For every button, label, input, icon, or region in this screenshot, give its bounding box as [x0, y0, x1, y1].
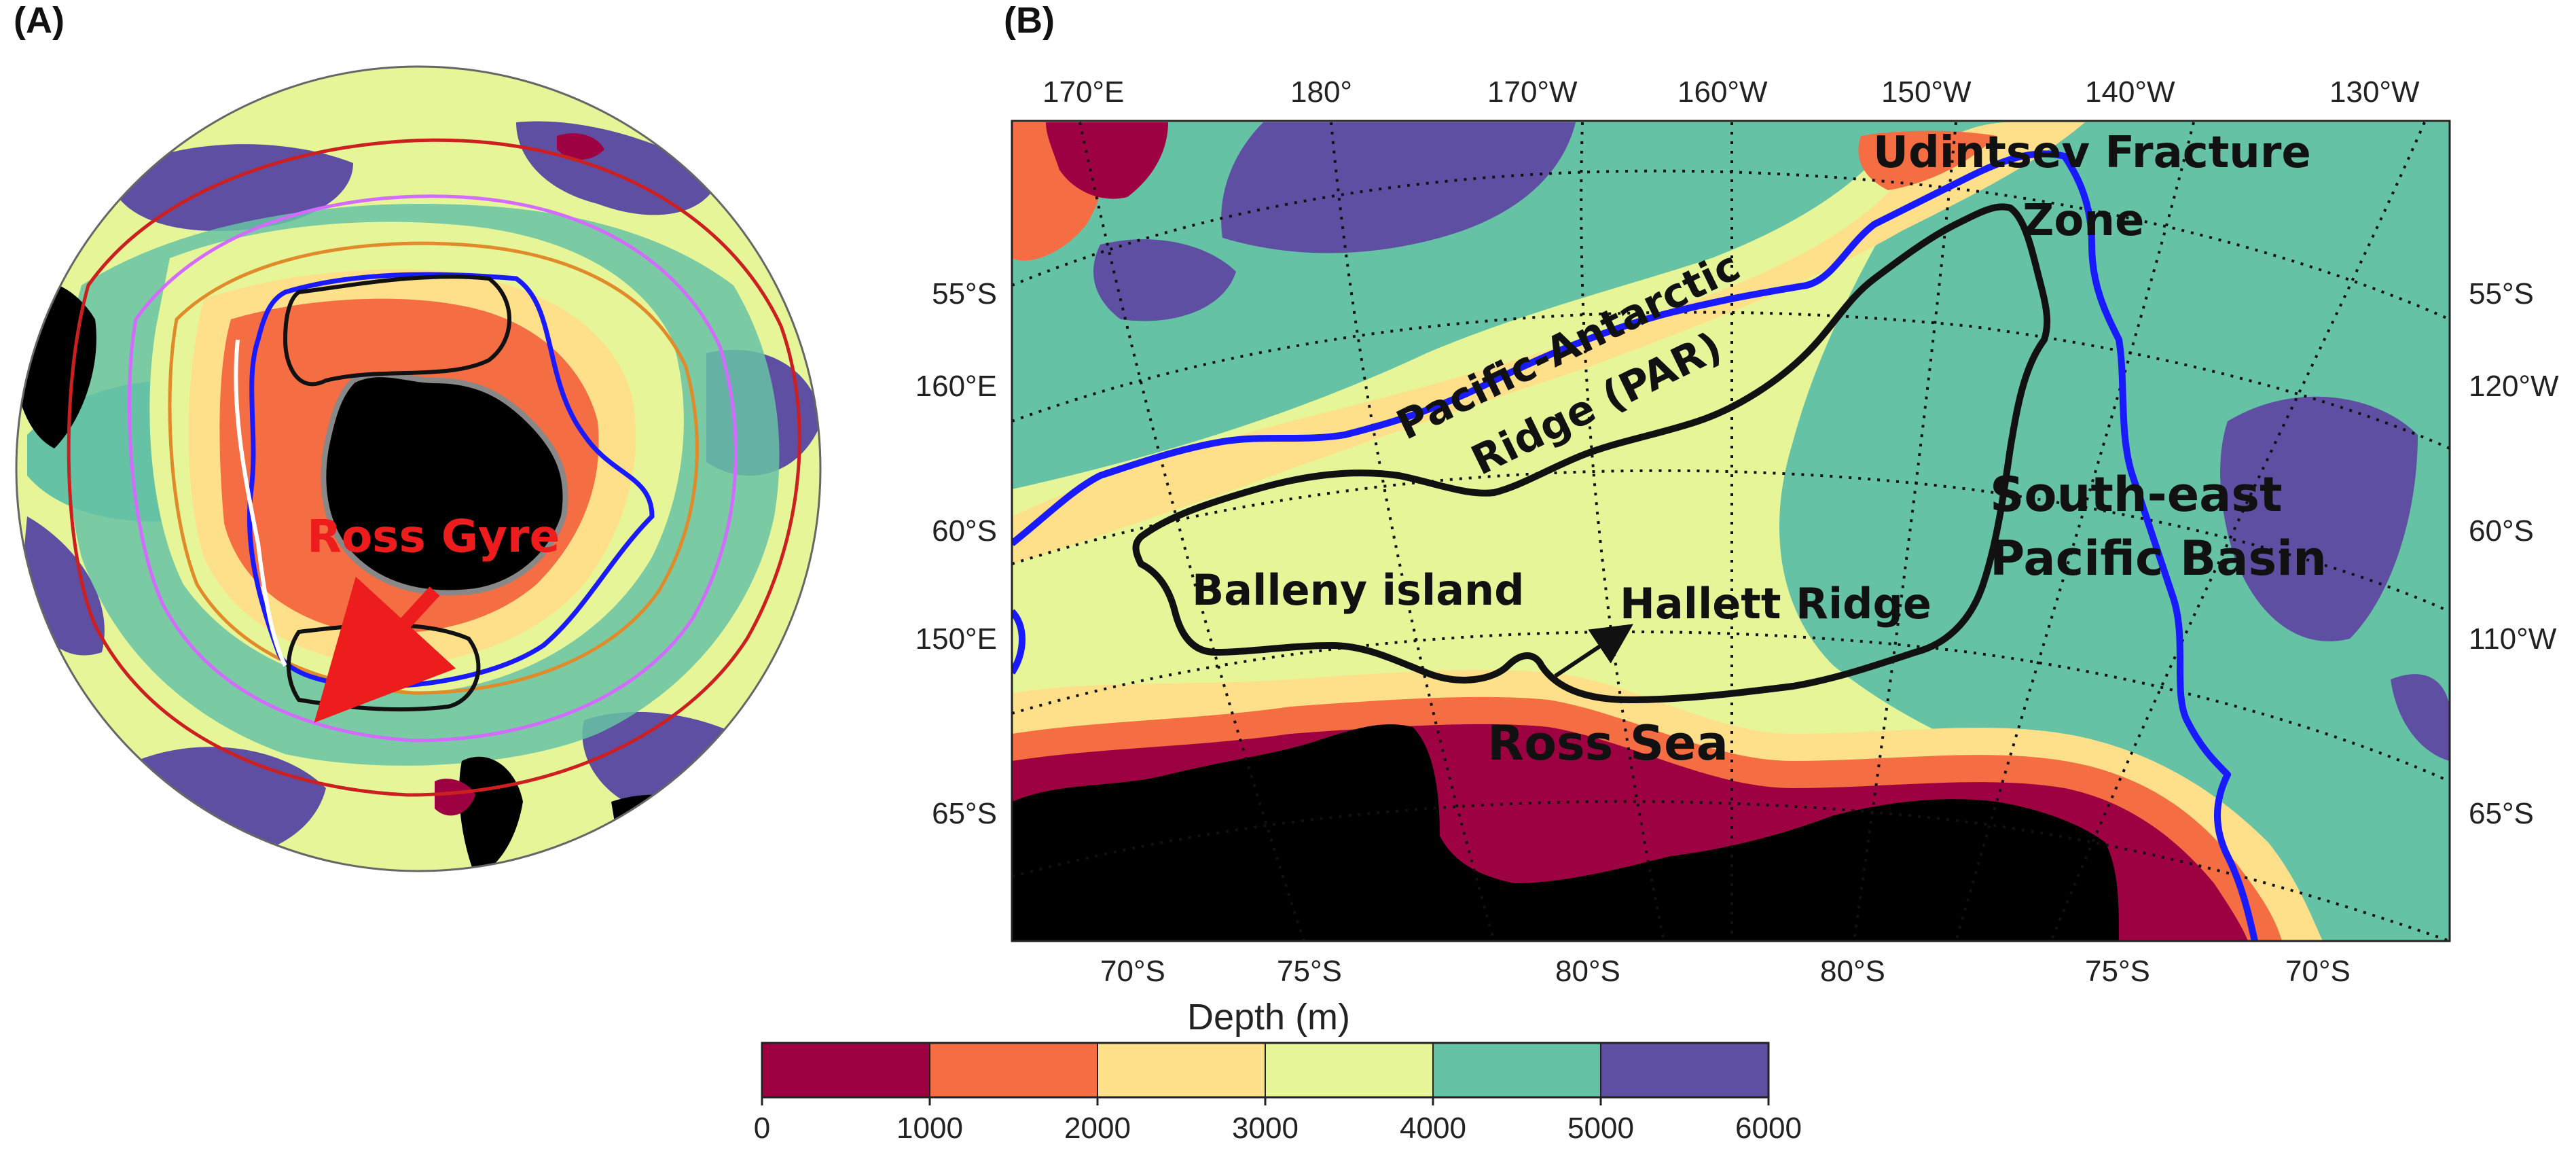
colorbar-title: Depth (m) [1187, 997, 1350, 1037]
ross-sea-label: Ross Sea [1487, 715, 1728, 771]
top-lon-label: 130°W [2329, 75, 2420, 109]
bottom-lat-label: 75°S [1277, 955, 1342, 988]
gyre-contour [1132, 203, 2051, 703]
south-east-label-line1: South-east [1990, 467, 2283, 522]
top-lon-label: 180° [1290, 75, 1352, 109]
right-label: 60°S [2469, 514, 2534, 548]
right-label: 110°W [2469, 622, 2557, 656]
colorbar-bin [762, 1043, 930, 1097]
bottom-lat-label: 80°S [1555, 955, 1620, 988]
top-lon-label: 170°E [1042, 75, 1124, 109]
colorbar-tick-label: 5000 [1567, 1112, 1634, 1145]
colorbar-bin [1265, 1043, 1433, 1097]
colorbar-bin [930, 1043, 1097, 1097]
left-label: 160°E [915, 370, 997, 403]
right-label: 65°S [2469, 797, 2534, 830]
panel-b-map: Udintsev Fracture Zone Pacific-Antarctic… [915, 75, 2559, 988]
left-label: 60°S [932, 514, 997, 548]
colorbar-bin [1097, 1043, 1265, 1097]
colorbar-ticks: 0 1000 2000 3000 4000 5000 6000 [754, 1043, 1802, 1145]
top-lon-label: 150°W [1881, 75, 1972, 109]
top-lon-label: 140°W [2085, 75, 2175, 109]
top-lon-label: 160°W [1677, 75, 1768, 109]
colorbar-bins [762, 1043, 1768, 1097]
colorbar-tick-label: 4000 [1400, 1112, 1466, 1145]
bottom-lat-label: 80°S [1820, 955, 1885, 988]
right-label: 120°W [2469, 370, 2559, 403]
udintsev-label-line1: Udintsev Fracture [1873, 128, 2311, 178]
top-lon-label: 170°W [1487, 75, 1578, 109]
top-longitude-labels: 170°E 180° 170°W 160°W 150°W 140°W 130°W [1042, 75, 2420, 109]
left-axis-labels: 55°S 160°E 60°S 150°E 65°S [915, 277, 997, 830]
colorbar-bin [1601, 1043, 1768, 1097]
hallett-ridge-arrow [1554, 624, 1633, 678]
balleny-island-label: Balleny island [1192, 565, 1525, 615]
bottom-lat-label: 75°S [2085, 955, 2150, 988]
ross-gyre-arrow [314, 576, 456, 723]
left-label: 65°S [932, 797, 997, 830]
colorbar-tick-label: 1000 [896, 1112, 963, 1145]
colorbar-tick-label: 3000 [1232, 1112, 1299, 1145]
antarctica-landmass [321, 372, 568, 596]
colorbar-tick-label: 2000 [1064, 1112, 1131, 1145]
udintsev-label-line2: Zone [2022, 196, 2144, 246]
colorbar-bin [1433, 1043, 1601, 1097]
antarctica-coast [1012, 724, 2119, 941]
colorbar: Depth (m) 0 1000 2000 3000 4000 5000 6000 [754, 997, 1802, 1145]
ross-gyre-label: Ross Gyre [307, 510, 560, 563]
colorbar-tick-label: 6000 [1735, 1112, 1802, 1145]
panel-a-map: Ross Gyre [15, 65, 822, 872]
bottom-lat-label: 70°S [1100, 955, 1165, 988]
south-east-label-line2: Pacific Basin [1990, 531, 2327, 586]
panel-b-frame [1011, 120, 2451, 942]
right-label: 55°S [2469, 277, 2534, 311]
hallett-ridge-label: Hallett Ridge [1620, 579, 1931, 628]
bottom-latitude-labels: 70°S 75°S 80°S 80°S 75°S 70°S [1100, 955, 2351, 988]
panel-a-label: (A) [14, 0, 65, 41]
panel-b-label: (B) [1004, 0, 1055, 41]
colorbar-tick-label: 0 [754, 1112, 770, 1145]
left-label: 150°E [915, 622, 997, 656]
left-label: 55°S [932, 277, 997, 311]
bottom-lat-label: 70°S [2285, 955, 2351, 988]
right-axis-labels: 55°S 120°W 60°S 110°W 65°S [2469, 277, 2559, 830]
